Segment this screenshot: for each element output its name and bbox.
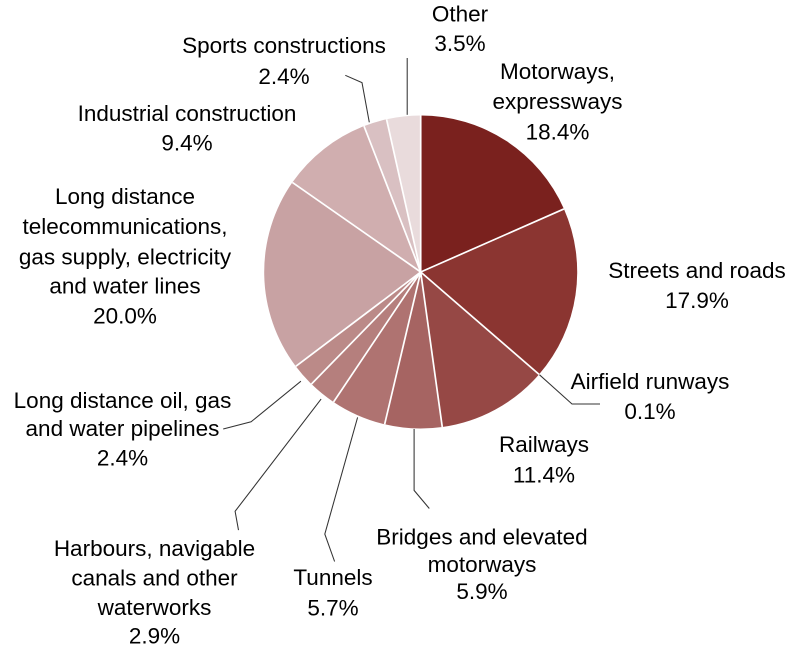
- svg-text:Bridges and elevated: Bridges and elevated: [376, 525, 587, 550]
- svg-text:Long distance: Long distance: [55, 184, 195, 209]
- svg-text:2.4%: 2.4%: [258, 64, 309, 89]
- svg-text:expressways: expressways: [492, 89, 622, 114]
- svg-text:waterworks: waterworks: [97, 595, 212, 620]
- svg-text:Motorways,: Motorways,: [500, 59, 615, 84]
- svg-text:2.9%: 2.9%: [129, 623, 180, 648]
- svg-text:20.0%: 20.0%: [93, 304, 157, 329]
- svg-text:11.4%: 11.4%: [513, 463, 575, 488]
- svg-text:Sports constructions: Sports constructions: [182, 33, 386, 58]
- svg-text:Long distance oil, gas: Long distance oil, gas: [14, 388, 232, 413]
- svg-text:Other: Other: [432, 2, 489, 27]
- svg-text:and water lines: and water lines: [49, 274, 200, 299]
- svg-text:Railways: Railways: [499, 432, 589, 457]
- svg-text:3.5%: 3.5%: [434, 31, 485, 56]
- svg-text:telecommunications,: telecommunications,: [22, 214, 227, 239]
- svg-text:Harbours, navigable: Harbours, navigable: [54, 536, 255, 561]
- svg-text:5.7%: 5.7%: [307, 596, 358, 621]
- svg-text:Airfield runways: Airfield runways: [571, 369, 730, 394]
- svg-text:canals and other: canals and other: [71, 565, 238, 590]
- svg-text:gas supply, electricity: gas supply, electricity: [19, 245, 232, 270]
- svg-text:2.4%: 2.4%: [97, 446, 148, 471]
- svg-text:Industrial construction: Industrial construction: [78, 101, 297, 126]
- svg-text:and water pipelines: and water pipelines: [26, 416, 220, 441]
- svg-text:18.4%: 18.4%: [526, 120, 590, 145]
- svg-text:Streets and roads: Streets and roads: [608, 258, 786, 283]
- svg-text:motorways: motorways: [428, 552, 537, 577]
- svg-text:17.9%: 17.9%: [665, 288, 729, 313]
- svg-text:0.1%: 0.1%: [624, 399, 675, 424]
- svg-text:9.4%: 9.4%: [161, 131, 212, 156]
- svg-text:5.9%: 5.9%: [456, 579, 507, 604]
- svg-text:Tunnels: Tunnels: [293, 565, 372, 590]
